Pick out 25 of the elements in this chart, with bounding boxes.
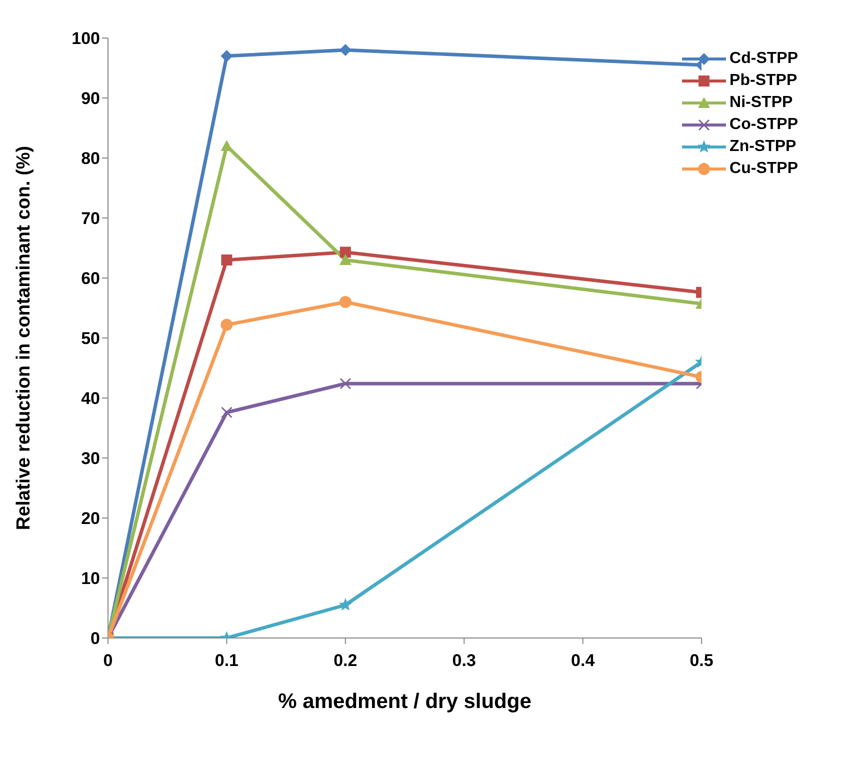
legend-label: Ni-STPP [730, 94, 793, 112]
y-tick-label: 40 [81, 389, 100, 408]
legend-label: Co-STPP [730, 116, 798, 134]
legend-label: Cd-STPP [730, 50, 798, 68]
x-tick-label: 0 [103, 651, 113, 670]
y-tick-label: 80 [81, 149, 100, 168]
x-tick-label: 0.1 [214, 651, 239, 670]
y-axis-title: Relative reduction in contaminant con. (%) [14, 146, 35, 530]
y-tick-label: 90 [81, 89, 100, 108]
x-tick-label: 0.4 [571, 651, 596, 670]
y-tick-label: 70 [81, 209, 100, 228]
y-tick-label: 0 [90, 629, 100, 648]
y-tick-label: 30 [81, 449, 100, 468]
x-tick-label: 0.5 [690, 651, 714, 670]
y-tick-label: 60 [81, 269, 100, 288]
x-tick-label: 0.2 [334, 651, 358, 670]
y-tick-label: 10 [81, 569, 100, 588]
y-tick-label: 20 [81, 509, 100, 528]
y-tick-label: 50 [81, 329, 100, 348]
y-tick-label: 100 [72, 29, 100, 48]
legend-label: Pb-STPP [730, 72, 798, 90]
legend-label: Cu-STPP [730, 160, 798, 178]
x-tick-label: 0.3 [452, 651, 476, 670]
legend-label: Zn-STPP [730, 138, 796, 156]
x-axis-title: % amedment / dry sludge [278, 690, 532, 713]
